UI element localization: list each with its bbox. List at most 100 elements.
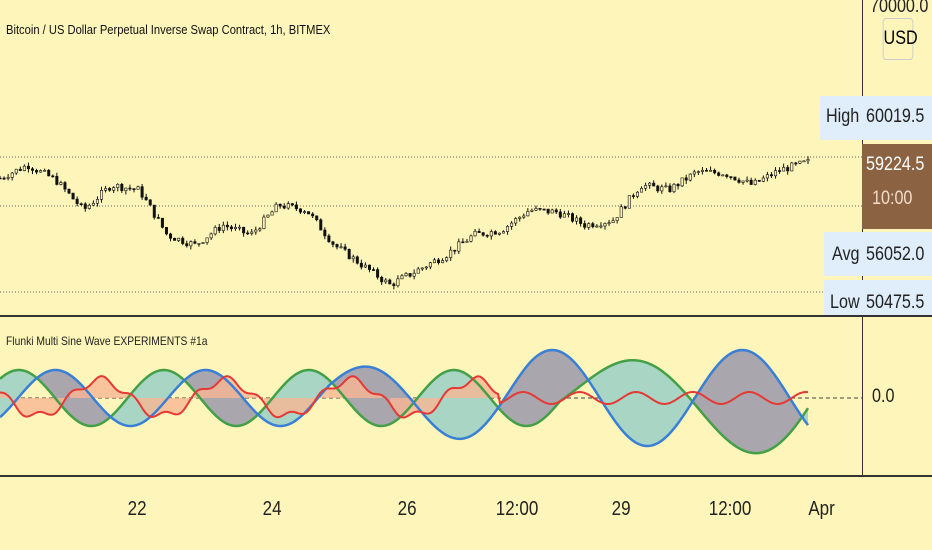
wave-fill <box>122 402 124 425</box>
candle-body <box>485 234 489 237</box>
red-wave-fill <box>478 376 480 398</box>
wave-fill <box>738 350 740 449</box>
low-value: 50475.5 <box>866 292 925 313</box>
candle-body <box>323 229 327 237</box>
green-sine-line <box>0 358 810 455</box>
candle-body <box>640 187 644 193</box>
wave-fill <box>448 370 450 437</box>
wave-fill <box>572 359 574 393</box>
candle-body <box>635 191 639 197</box>
wave-fill <box>264 405 266 421</box>
wave-fill <box>240 394 242 426</box>
wave-fill <box>58 370 60 404</box>
candle-body <box>583 223 587 228</box>
time-tick: 22 <box>127 498 147 520</box>
candle-body <box>55 176 59 185</box>
red-wave-fill <box>466 383 468 398</box>
wave-fill <box>570 357 572 394</box>
candle-body <box>599 225 603 228</box>
candle-body <box>501 231 505 234</box>
indicator-zero-label: 0.0 <box>872 386 895 407</box>
red-wave-fill <box>396 398 398 415</box>
candle-body <box>603 223 607 227</box>
red-wave-fill <box>204 388 206 398</box>
candle-body <box>481 232 485 236</box>
wave-fill <box>750 351 752 453</box>
wave-fill <box>540 352 542 422</box>
candle-body <box>769 174 773 177</box>
red-wave-fill <box>40 398 42 413</box>
red-wave-fill <box>150 398 152 417</box>
red-wave-fill <box>344 380 346 398</box>
red-wave-fill <box>282 398 284 416</box>
wave-fill <box>762 359 764 453</box>
wave-fill <box>236 389 238 426</box>
wave-fill <box>460 370 462 439</box>
red-wave-fill <box>420 398 422 413</box>
candle-body <box>774 170 778 177</box>
wave-fill <box>634 360 636 443</box>
red-wave-fill <box>228 376 230 398</box>
red-wave-fill <box>432 398 434 413</box>
wave-fill <box>170 370 172 396</box>
wave-fill <box>204 370 206 406</box>
candle-body <box>331 241 335 245</box>
candle-body <box>104 188 108 191</box>
candle-body <box>680 177 684 187</box>
wave-fill <box>18 370 20 398</box>
wave-fill <box>710 372 712 425</box>
red-wave-fill <box>476 376 478 398</box>
candle-body <box>347 248 351 260</box>
wave-fill <box>86 389 88 426</box>
red-wave-fill <box>30 398 32 416</box>
last-price-box: 59224.5 10:00 <box>862 144 932 229</box>
wave-fill <box>618 362 620 428</box>
candle-body <box>43 169 47 172</box>
wave-fill <box>192 373 194 391</box>
candle-body <box>757 179 761 182</box>
red-wave-fill <box>96 377 98 398</box>
wave-fill <box>598 371 600 399</box>
candle-body <box>351 256 355 260</box>
wave-fill <box>486 393 488 424</box>
candle-body <box>75 198 79 205</box>
high-label-box: High <box>820 96 862 140</box>
pane-separator[interactable] <box>0 315 932 317</box>
wave-fill <box>96 401 98 426</box>
wave-fill <box>10 371 12 408</box>
red-wave-fill <box>462 386 464 398</box>
candle-body <box>376 269 380 278</box>
wave-fill <box>490 397 492 419</box>
red-wave-fill <box>36 398 38 413</box>
currency-button[interactable]: USD <box>882 18 918 60</box>
wave-fill <box>616 362 618 426</box>
candle-body <box>278 203 282 207</box>
wave-fill <box>580 368 582 387</box>
candle-body <box>79 203 83 206</box>
candle-body <box>676 183 680 187</box>
wave-fill <box>484 390 486 426</box>
candle-body <box>424 266 428 269</box>
wave-fill <box>136 385 138 426</box>
wave-fill <box>606 367 608 411</box>
wave-fill <box>514 381 516 424</box>
candle-body <box>169 233 173 239</box>
candle-body <box>749 179 753 185</box>
wave-fill <box>794 404 796 428</box>
candle-body <box>189 241 193 247</box>
wave-fill <box>786 391 788 438</box>
wave-fill <box>74 377 76 421</box>
wave-fill <box>172 371 174 394</box>
red-wave-fill <box>106 377 108 398</box>
wave-fill <box>676 383 678 426</box>
red-wave-fill <box>346 378 348 398</box>
candle-body <box>449 249 453 258</box>
red-wave-fill <box>42 398 44 413</box>
wave-fill <box>20 370 22 396</box>
wave-fill <box>566 354 568 397</box>
candle-body <box>380 277 384 283</box>
wave-fill <box>482 388 484 428</box>
red-wave-fill <box>48 398 50 415</box>
candle-body <box>225 224 229 228</box>
